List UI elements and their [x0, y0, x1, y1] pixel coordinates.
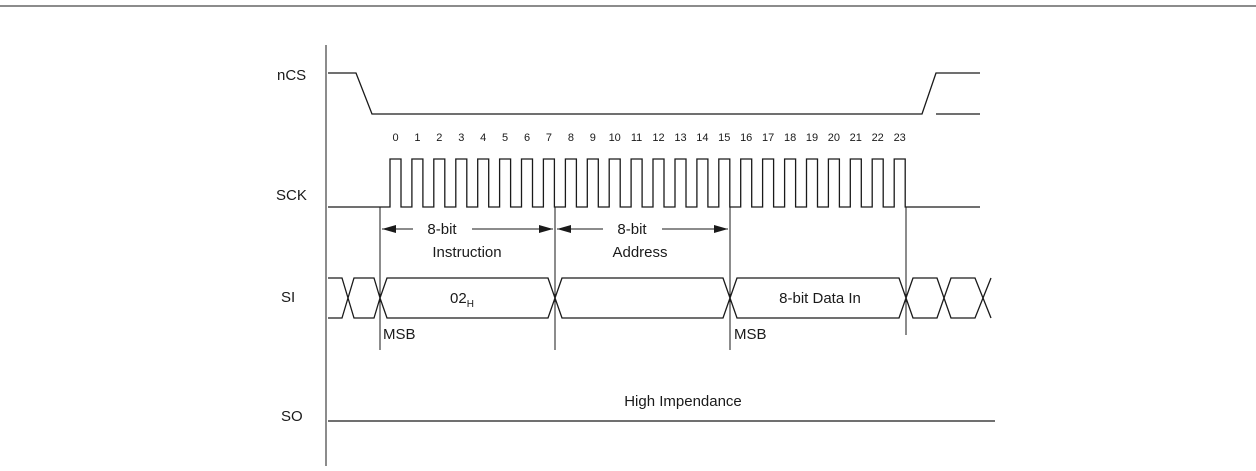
clock-tick-label: 13: [674, 132, 686, 144]
clock-tick-label: 23: [894, 132, 906, 144]
clock-tick-label: 12: [652, 132, 664, 144]
clock-tick-label: 8: [568, 132, 574, 144]
si-opcode-value: 02H: [450, 290, 474, 310]
address-name-label: Address: [612, 244, 667, 261]
so-state-label: High Impendance: [624, 393, 742, 410]
clock-tick-label: 20: [828, 132, 840, 144]
clock-tick-label: 18: [784, 132, 796, 144]
clock-tick-label: 0: [392, 132, 398, 144]
clock-tick-label: 2: [436, 132, 442, 144]
ncs-waveform: [328, 72, 980, 115]
clock-tick-label: 3: [458, 132, 464, 144]
clock-tick-label: 1: [414, 132, 420, 144]
signal-label-sck: SCK: [276, 187, 307, 204]
clock-tick-label: 7: [546, 132, 552, 144]
signal-label-si: SI: [281, 289, 295, 306]
sck-waveform: [328, 158, 980, 208]
address-span-arrow: [557, 225, 728, 233]
instruction-bits-label: 8-bit: [427, 221, 457, 238]
clock-tick-label: 17: [762, 132, 774, 144]
clock-tick-label: 10: [609, 132, 621, 144]
clock-tick-label: 21: [850, 132, 862, 144]
clock-tick-label: 19: [806, 132, 818, 144]
clock-tick-label: 5: [502, 132, 508, 144]
clock-tick-label: 9: [590, 132, 596, 144]
address-bits-label: 8-bit: [617, 221, 647, 238]
msb-label-data: MSB: [734, 326, 767, 343]
signal-label-so: SO: [281, 408, 303, 425]
clock-tick-label: 11: [631, 132, 642, 144]
sck-pulse-train: [328, 158, 980, 208]
clock-tick-label: 15: [718, 132, 730, 144]
clock-tick-label: 22: [872, 132, 884, 144]
msb-label-instruction: MSB: [383, 326, 416, 343]
clock-tick-label: 16: [740, 132, 752, 144]
si-waveform: [328, 277, 992, 319]
clock-tick-label: 6: [524, 132, 530, 144]
clock-tick-labels: 0 1 2 3 4 5 6 7 8 9 10 11 12 13 14 15 16 17 18 19 20 21 22 23: [392, 132, 905, 144]
clock-tick-label: 4: [480, 132, 486, 144]
clock-tick-label: 14: [696, 132, 708, 144]
instruction-name-label: Instruction: [432, 244, 501, 261]
si-data-in-label: 8-bit Data In: [779, 290, 861, 307]
instruction-span-arrow: [382, 225, 553, 233]
signal-label-ncs: nCS: [277, 67, 306, 84]
